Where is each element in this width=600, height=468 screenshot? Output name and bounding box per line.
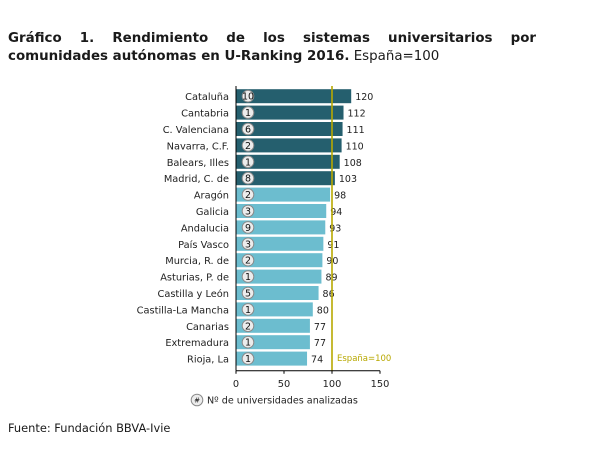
university-count: 10 <box>242 92 254 103</box>
university-count-badge <box>241 139 255 152</box>
bar-5 <box>236 171 335 186</box>
legend-label: Nº de universidades analizadas <box>207 396 358 407</box>
university-count-badge <box>241 171 255 185</box>
value-label: 77 <box>314 338 326 349</box>
value-label: 77 <box>314 322 326 333</box>
category-label: C. Valenciana <box>163 125 229 136</box>
value-label: 103 <box>339 174 357 185</box>
x-tick-label: 50 <box>278 379 290 390</box>
value-label: 120 <box>355 92 373 103</box>
university-count: 1 <box>245 305 251 316</box>
category-label: Navarra, C.F. <box>167 141 229 152</box>
university-count: 1 <box>245 354 251 365</box>
university-count-badge <box>241 221 255 234</box>
bar-3 <box>236 138 342 153</box>
value-label: 110 <box>346 141 364 152</box>
legend-symbol: # <box>194 397 200 405</box>
bar-10 <box>236 253 323 268</box>
x-tick-label: 100 <box>323 379 342 390</box>
university-count: 2 <box>245 321 251 332</box>
university-count: 1 <box>245 338 251 349</box>
bar-0 <box>236 89 352 104</box>
category-label: Balears, Illes <box>167 158 229 169</box>
bar-6 <box>236 187 331 202</box>
bar-2 <box>236 122 343 136</box>
university-count: 1 <box>245 272 251 283</box>
chart-title-main: Gráfico 1. Rendimiento de los sistemas u… <box>8 31 536 64</box>
value-label: 98 <box>334 191 346 202</box>
university-count: 2 <box>245 141 251 152</box>
value-label: 93 <box>329 223 341 234</box>
category-label: Murcia, R. de <box>165 256 229 267</box>
value-label: 86 <box>323 289 335 300</box>
chart-title-subtitle: España=100 <box>353 49 440 64</box>
category-label: Madrid, C. de <box>164 174 229 185</box>
category-label: Castilla-La Mancha <box>137 305 229 316</box>
value-label: 108 <box>344 158 362 169</box>
university-count-badge <box>241 270 255 283</box>
university-count-badge <box>241 89 255 103</box>
value-label: 111 <box>347 125 365 136</box>
bar-7 <box>236 204 327 218</box>
university-count-badge <box>241 188 255 201</box>
university-count: 2 <box>245 256 251 267</box>
x-tick-label: 150 <box>371 379 390 390</box>
university-count-badge <box>241 303 255 316</box>
category-label: Asturias, P. de <box>160 273 229 284</box>
category-label: Extremadura <box>165 338 229 349</box>
category-label: Canarias <box>186 322 229 333</box>
university-count-badge <box>241 122 255 136</box>
category-label: Rioja, La <box>187 355 229 366</box>
university-count-badge <box>241 352 255 365</box>
university-count: 3 <box>245 239 251 250</box>
university-count-badge <box>241 155 255 169</box>
university-count: 1 <box>245 157 251 168</box>
bar-16 <box>236 351 308 366</box>
value-label: 80 <box>317 305 329 316</box>
university-count-badge <box>241 335 255 349</box>
university-count-badge <box>241 106 255 119</box>
bar-1 <box>236 105 344 120</box>
university-count-badge <box>241 237 255 251</box>
category-label: Galicia <box>196 207 229 218</box>
category-label: Castilla y León <box>157 288 229 300</box>
x-tick-label: 0 <box>233 379 239 390</box>
category-label: Cantabria <box>181 109 229 120</box>
bar-4 <box>236 154 340 169</box>
category-label: Andalucia <box>181 223 229 234</box>
bar-9 <box>236 236 324 251</box>
bar-15 <box>236 335 310 350</box>
category-label: País Vasco <box>178 239 229 251</box>
university-count: 5 <box>245 289 251 300</box>
reference-label: España=100 <box>337 354 391 364</box>
bar-13 <box>236 302 313 317</box>
university-count-badge <box>241 286 255 300</box>
university-count: 8 <box>245 174 251 185</box>
bar-11 <box>236 269 322 284</box>
value-label: 94 <box>330 207 342 218</box>
university-count-badge <box>241 253 255 267</box>
university-count: 2 <box>245 190 251 201</box>
category-label: Cataluña <box>185 92 229 103</box>
bar-12 <box>236 286 319 300</box>
value-label: 91 <box>327 240 339 251</box>
bar-14 <box>236 318 310 333</box>
university-count-badge <box>241 319 255 333</box>
chart-title: Gráfico 1. Rendimiento de los sistemas u… <box>8 30 536 66</box>
bar-8 <box>236 220 326 235</box>
source-note: Fuente: Fundación BBVA-Ivie <box>8 421 171 435</box>
category-label: Aragón <box>194 190 229 202</box>
university-count: 6 <box>245 125 251 136</box>
value-label: 112 <box>348 109 366 120</box>
legend-badge <box>190 393 204 407</box>
value-label: 74 <box>311 355 323 366</box>
university-count: 1 <box>245 108 251 119</box>
university-count: 9 <box>245 223 251 234</box>
university-count: 3 <box>245 207 251 218</box>
university-count-badge <box>241 204 255 218</box>
